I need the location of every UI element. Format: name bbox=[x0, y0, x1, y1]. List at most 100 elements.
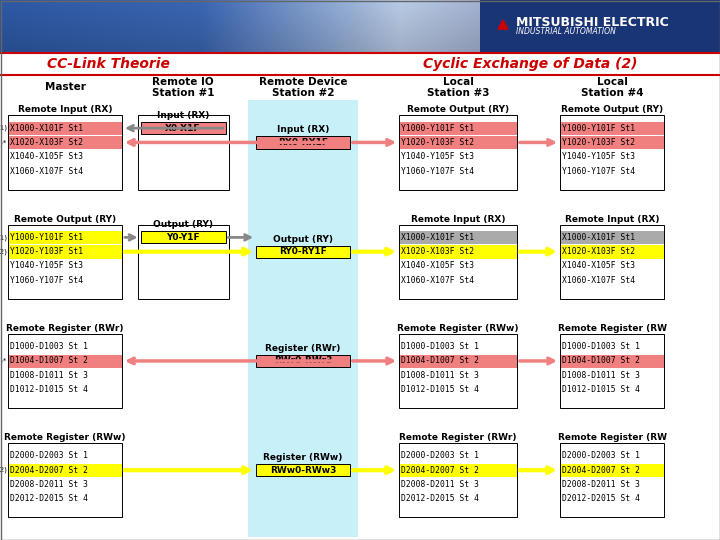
Text: D1000-D1003 St 1: D1000-D1003 St 1 bbox=[562, 342, 640, 351]
Bar bbox=[399, 334, 517, 408]
Bar bbox=[560, 355, 664, 368]
Text: Y1000-Y101F St1: Y1000-Y101F St1 bbox=[562, 124, 635, 133]
Text: INDUSTRIAL AUTOMATION: INDUSTRIAL AUTOMATION bbox=[516, 28, 616, 37]
Bar bbox=[138, 225, 228, 299]
Text: Remote Register (RWr): Remote Register (RWr) bbox=[400, 433, 517, 442]
Text: Remote Device
Station #2: Remote Device Station #2 bbox=[258, 77, 347, 98]
Text: Remote Register (RW: Remote Register (RW bbox=[557, 324, 667, 333]
Text: CC-Link Theorie: CC-Link Theorie bbox=[47, 57, 169, 71]
Bar bbox=[9, 136, 122, 149]
Bar bbox=[399, 225, 517, 299]
Text: D1012-D1015 St 4: D1012-D1015 St 4 bbox=[401, 385, 479, 394]
Bar bbox=[480, 0, 720, 53]
Bar bbox=[8, 443, 122, 517]
Text: Y1060-Y107F St4: Y1060-Y107F St4 bbox=[562, 166, 635, 176]
Text: Remote Register (RWw): Remote Register (RWw) bbox=[4, 433, 126, 442]
Text: RWr0-RWr3: RWr0-RWr3 bbox=[274, 356, 332, 366]
Text: X0-X1F: X0-X1F bbox=[166, 124, 201, 133]
Text: Y1020-Y103F St1: Y1020-Y103F St1 bbox=[10, 247, 83, 256]
Text: Remote Input (RX): Remote Input (RX) bbox=[410, 214, 505, 224]
Text: Remote Register (RWr): Remote Register (RWr) bbox=[6, 324, 124, 333]
Text: Y1020-Y103F St2: Y1020-Y103F St2 bbox=[401, 138, 474, 147]
Text: Y1040-Y105F St3: Y1040-Y105F St3 bbox=[10, 261, 83, 271]
Text: Remote Register (RW: Remote Register (RW bbox=[557, 433, 667, 442]
Text: Y1040-Y105F St3: Y1040-Y105F St3 bbox=[562, 152, 635, 161]
Text: X1000-X101F St1: X1000-X101F St1 bbox=[562, 233, 635, 242]
Text: D1012-D1015 St 4: D1012-D1015 St 4 bbox=[562, 385, 640, 394]
Text: Register (RWw): Register (RWw) bbox=[264, 453, 343, 462]
Text: X1060-X107F St4: X1060-X107F St4 bbox=[10, 166, 83, 176]
Bar bbox=[399, 116, 517, 190]
Text: D2000-D2003 St 1: D2000-D2003 St 1 bbox=[562, 451, 640, 461]
Text: Remote Input (RX): Remote Input (RX) bbox=[18, 105, 112, 114]
Text: X1020-X103F St2: X1020-X103F St2 bbox=[401, 247, 474, 256]
Text: RX0-RX1F: RX0-RX1F bbox=[278, 138, 328, 147]
Text: Y1060-Y107F St4: Y1060-Y107F St4 bbox=[401, 166, 474, 176]
Text: Y1000-Y101F St1: Y1000-Y101F St1 bbox=[401, 124, 474, 133]
Text: Y1060-Y107F St4: Y1060-Y107F St4 bbox=[10, 276, 83, 285]
Text: Local
Station #3: Local Station #3 bbox=[427, 77, 490, 98]
Bar bbox=[9, 122, 122, 135]
Text: Output (RY): Output (RY) bbox=[153, 220, 213, 230]
Text: D1004-D1007 St 2: D1004-D1007 St 2 bbox=[562, 356, 640, 366]
Text: Master: Master bbox=[45, 83, 86, 92]
Bar bbox=[400, 464, 516, 477]
Text: D1000-D1003 St 1: D1000-D1003 St 1 bbox=[10, 342, 88, 351]
Text: (2)*: (2)* bbox=[0, 139, 7, 146]
Bar bbox=[140, 231, 225, 244]
Text: Output (RY): Output (RY) bbox=[273, 234, 333, 244]
Text: D1004-D1007 St 2: D1004-D1007 St 2 bbox=[401, 356, 479, 366]
Text: Remote Input (RX): Remote Input (RX) bbox=[564, 214, 660, 224]
Text: Input (RX): Input (RX) bbox=[157, 111, 210, 120]
Text: D1012-D1015 St 4: D1012-D1015 St 4 bbox=[10, 385, 88, 394]
Text: Y1000-Y101F St1: Y1000-Y101F St1 bbox=[10, 233, 83, 242]
Text: D2004-D2007 St 2: D2004-D2007 St 2 bbox=[10, 465, 88, 475]
Bar bbox=[400, 245, 516, 259]
Bar bbox=[138, 116, 228, 190]
Text: Remote Register (RWw): Remote Register (RWw) bbox=[397, 324, 518, 333]
Bar bbox=[560, 231, 664, 244]
Text: D1008-D1011 St 3: D1008-D1011 St 3 bbox=[401, 371, 479, 380]
Bar bbox=[560, 443, 664, 517]
Text: Remote Output (RY): Remote Output (RY) bbox=[14, 214, 116, 224]
Text: (2)*: (2)* bbox=[0, 357, 7, 364]
Text: X1040-X105F St3: X1040-X105F St3 bbox=[562, 261, 635, 271]
Bar bbox=[0, 0, 360, 53]
Text: X1020-X103F St2: X1020-X103F St2 bbox=[562, 247, 635, 256]
Bar bbox=[256, 246, 350, 258]
Bar bbox=[560, 122, 664, 135]
Bar bbox=[560, 116, 664, 190]
Text: X1000-X101F St1: X1000-X101F St1 bbox=[401, 233, 474, 242]
Text: D2004-D2007 St 2: D2004-D2007 St 2 bbox=[562, 465, 640, 475]
Bar bbox=[256, 137, 350, 148]
Text: X1040-X105F St3: X1040-X105F St3 bbox=[10, 152, 83, 161]
Bar bbox=[360, 0, 720, 53]
Text: D2012-D2015 St 4: D2012-D2015 St 4 bbox=[562, 494, 640, 503]
Text: Cyclic Exchange of Data (2): Cyclic Exchange of Data (2) bbox=[423, 57, 637, 71]
Text: X1040-X105F St3: X1040-X105F St3 bbox=[401, 261, 474, 271]
Bar bbox=[9, 231, 122, 244]
Text: Local
Station #4: Local Station #4 bbox=[581, 77, 643, 98]
Text: D2008-D2011 St 3: D2008-D2011 St 3 bbox=[10, 480, 88, 489]
Text: D2008-D2011 St 3: D2008-D2011 St 3 bbox=[562, 480, 640, 489]
Bar bbox=[399, 443, 517, 517]
Bar bbox=[560, 225, 664, 299]
Bar bbox=[560, 245, 664, 259]
Text: D2000-D2003 St 1: D2000-D2003 St 1 bbox=[401, 451, 479, 461]
Text: (2): (2) bbox=[0, 248, 7, 255]
Text: (1): (1) bbox=[0, 234, 7, 241]
Text: D1008-D1011 St 3: D1008-D1011 St 3 bbox=[562, 371, 640, 380]
Bar bbox=[9, 355, 122, 368]
Bar bbox=[560, 136, 664, 149]
Bar bbox=[560, 464, 664, 477]
Text: Y1040-Y105F St3: Y1040-Y105F St3 bbox=[401, 152, 474, 161]
Text: X1060-X107F St4: X1060-X107F St4 bbox=[401, 276, 474, 285]
Polygon shape bbox=[498, 20, 508, 29]
Text: Y0-Y1F: Y0-Y1F bbox=[166, 233, 200, 242]
Text: Remote IO
Station #1: Remote IO Station #1 bbox=[152, 77, 215, 98]
Bar bbox=[9, 464, 122, 477]
Text: D1008-D1011 St 3: D1008-D1011 St 3 bbox=[10, 371, 88, 380]
Text: Y1020-Y103F St2: Y1020-Y103F St2 bbox=[562, 138, 635, 147]
Bar bbox=[8, 116, 122, 190]
Text: D2000-D2003 St 1: D2000-D2003 St 1 bbox=[10, 451, 88, 461]
